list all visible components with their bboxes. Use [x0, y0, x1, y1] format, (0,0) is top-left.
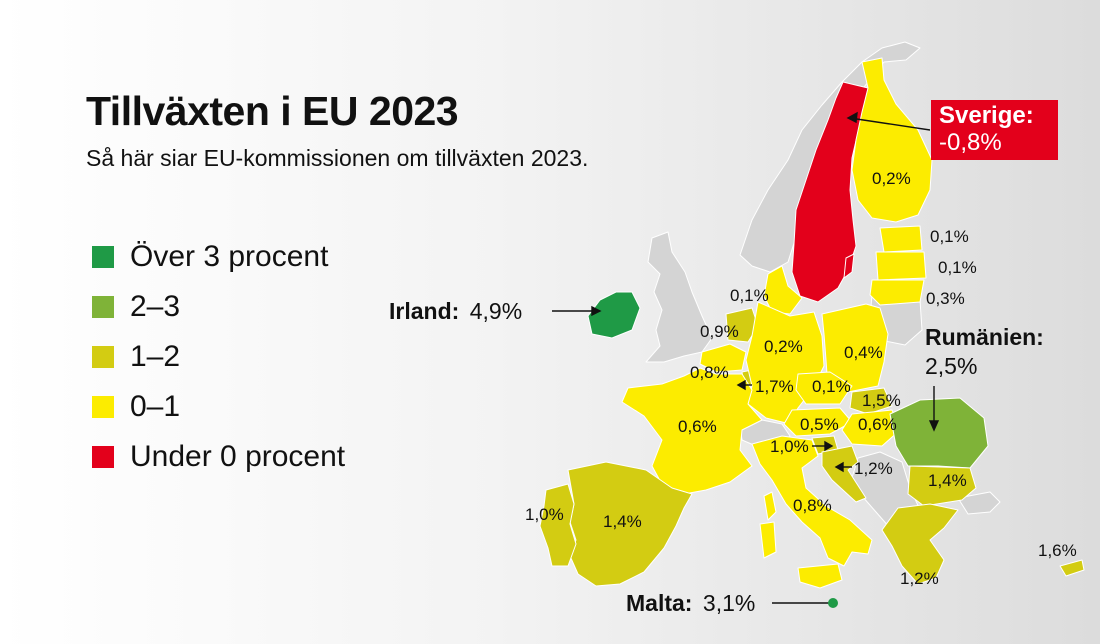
arrowhead-sverige: [846, 111, 858, 124]
label-croatia: 1,2%: [854, 459, 893, 478]
country-belgium: [699, 343, 747, 373]
label-greece: 1,2%: [900, 569, 939, 588]
country-lithuania: [869, 279, 925, 306]
callout-sverige-name: Sverige:: [939, 102, 1034, 129]
island-corsica: [763, 491, 777, 521]
label-portugal: 1,0%: [525, 505, 564, 524]
country-spain: [567, 461, 693, 587]
callout-irland-name: Irland:: [389, 298, 459, 324]
country-france: [621, 367, 763, 495]
country-czechia: [795, 371, 853, 405]
label-czechia: 0,1%: [812, 377, 851, 396]
callout-malta-value: 3,1%: [703, 590, 755, 616]
legend-swatch-0to1: [92, 396, 114, 418]
arrowhead-croatia: [834, 461, 844, 473]
country-latvia: [875, 251, 927, 281]
country-greece: [881, 503, 959, 585]
label-spain: 1,4%: [603, 512, 642, 531]
legend-swatch-under0: [92, 446, 114, 468]
legend-item-2to3: 2–3: [92, 282, 345, 332]
legend-label: Under 0 procent: [130, 440, 346, 473]
arrowhead-slovenia: [824, 440, 834, 452]
legend-swatch-2to3: [92, 296, 114, 318]
legend-item-0to1: 0–1: [92, 382, 345, 432]
label-denmark: 0,1%: [730, 286, 769, 305]
country-bulgaria: [907, 465, 977, 507]
legend-item-under0: Under 0 procent: [92, 432, 345, 482]
label-slovakia: 1,5%: [862, 391, 901, 410]
country-croatia: [821, 445, 867, 503]
label-germany: 0,2%: [764, 337, 803, 356]
label-bulgaria: 1,4%: [928, 471, 967, 490]
page-subtitle: Så här siar EU-kommissionen om tillväxte…: [86, 145, 589, 171]
country-cyprus: [1059, 559, 1085, 577]
label-luxembourg: 1,7%: [755, 377, 794, 396]
label-finland: 0,2%: [872, 169, 911, 188]
callout-sverige: Sverige: -0,8%: [931, 100, 1058, 160]
callout-sverige-value: -0,8%: [939, 129, 1002, 156]
callout-rumanien-name: Rumänien:: [925, 324, 1044, 350]
callout-irland-value: 4,9%: [470, 298, 522, 324]
country-poland: [821, 303, 889, 393]
callout-irland: Irland: 4,9%: [389, 298, 522, 324]
country-germany: [745, 301, 825, 425]
label-italy: 0,8%: [793, 496, 832, 515]
label-estonia: 0,1%: [930, 227, 969, 246]
legend-swatch-1to2: [92, 346, 114, 368]
country-ireland: [587, 291, 641, 339]
island-sardinia: [759, 521, 777, 559]
label-netherlands: 0,9%: [700, 322, 739, 341]
callout-rumanien-value: 2,5%: [925, 353, 977, 379]
country-italy: [751, 435, 873, 567]
malta-dot: [828, 598, 838, 608]
country-portugal: [539, 483, 577, 567]
label-lithuania: 0,3%: [926, 289, 965, 308]
country-austria: [783, 407, 853, 437]
country-uk: [645, 231, 713, 363]
arrowhead-luxembourg: [736, 379, 746, 391]
label-belgium: 0,8%: [690, 363, 729, 382]
label-cyprus: 1,6%: [1038, 541, 1077, 560]
legend: Över 3 procent 2–3 1–2 0–1 Under 0 proce…: [92, 232, 345, 482]
country-romania: [889, 397, 989, 469]
legend-label: 0–1: [130, 390, 181, 423]
callout-malta-name: Malta:: [626, 590, 692, 616]
arrowhead-rumanien: [928, 420, 940, 432]
country-denmark: [763, 265, 803, 315]
country-slovakia: [849, 387, 893, 415]
callout-malta: Malta: 3,1%: [626, 590, 755, 616]
legend-item-1to2: 1–2: [92, 332, 345, 382]
country-turkey: [957, 491, 1001, 515]
page-title: Tillväxten i EU 2023: [86, 88, 459, 134]
legend-label: 1–2: [130, 340, 181, 373]
country-estonia: [879, 225, 923, 253]
arrowhead-irland: [591, 305, 602, 317]
legend-label: Över 3 procent: [130, 240, 329, 273]
label-france: 0,6%: [678, 417, 717, 436]
legend-item-over3: Över 3 procent: [92, 232, 345, 282]
legend-swatch-over3: [92, 246, 114, 268]
country-hungary: [841, 409, 901, 447]
island-gotland: [843, 253, 855, 279]
legend-label: 2–3: [130, 290, 181, 323]
label-poland: 0,4%: [844, 343, 883, 362]
label-latvia: 0,1%: [938, 258, 977, 277]
label-slovenia: 1,0%: [770, 437, 809, 456]
label-hungary: 0,6%: [858, 415, 897, 434]
island-sicily: [797, 563, 843, 589]
callout-line-sverige: [849, 117, 931, 131]
country-finland: [851, 57, 933, 223]
label-austria: 0,5%: [800, 415, 839, 434]
